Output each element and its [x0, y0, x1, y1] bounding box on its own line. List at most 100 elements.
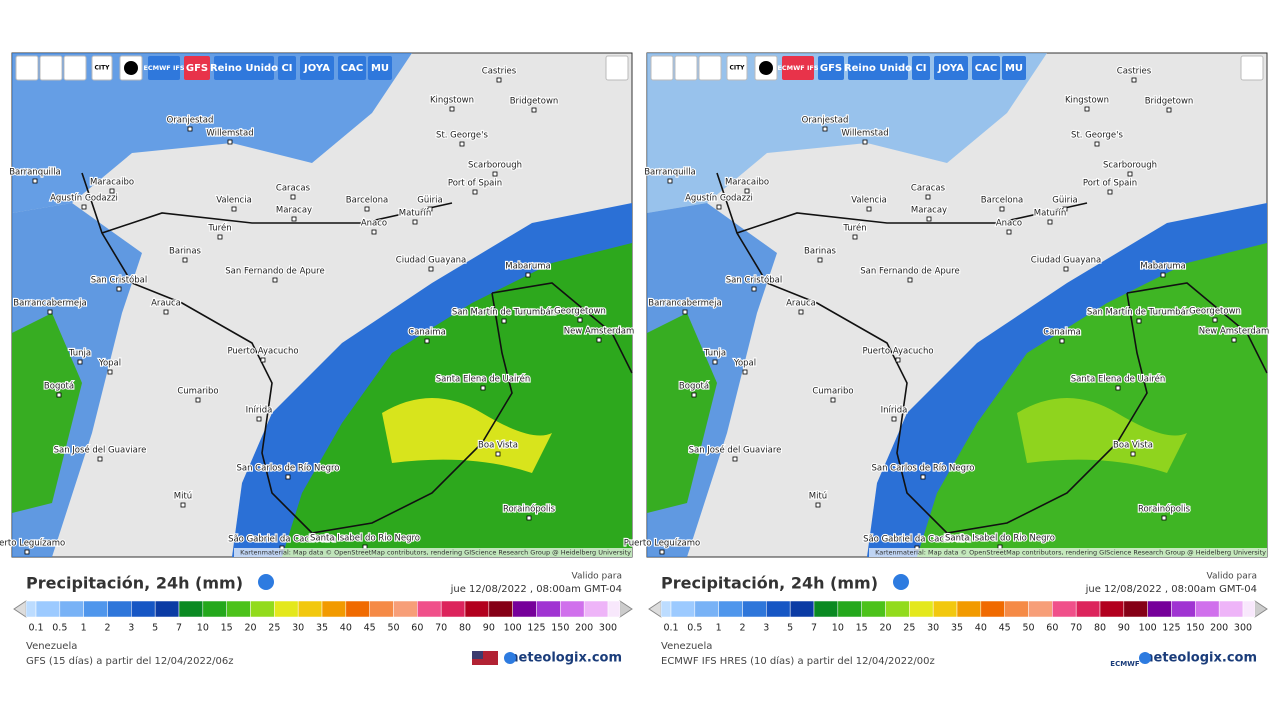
toolbar-button[interactable]	[818, 56, 844, 80]
city-label: Mitú	[174, 492, 192, 502]
city-label: San Carlos de Río Negro	[236, 464, 339, 474]
zoom-button[interactable]	[63, 55, 87, 81]
city-dot	[712, 359, 718, 365]
legend-swatch	[297, 600, 323, 618]
toolbar-button[interactable]	[300, 56, 334, 80]
city-label: Canaima	[1043, 328, 1081, 338]
toolbar-label[interactable]: CAC	[341, 63, 363, 74]
legend-label: 45	[364, 623, 376, 634]
city-label: San Martín de Turumbán	[452, 308, 556, 318]
toolbar-label[interactable]: GFS	[820, 63, 842, 74]
valid-label: Valido para	[572, 572, 623, 582]
city-label: Boa Vista	[478, 441, 518, 451]
toolbar-label[interactable]: ECMWF IFS	[143, 64, 184, 72]
legend-arrow-right	[1254, 600, 1268, 618]
legend-label: 80	[459, 623, 471, 634]
city-dot	[920, 474, 926, 480]
toolbar-label[interactable]: GFS	[186, 63, 208, 74]
city-dot	[24, 549, 30, 555]
city-dot	[926, 216, 932, 222]
city-label: Puerto Ayacucho	[862, 347, 933, 357]
city-label: Yopal	[733, 359, 756, 369]
location-button[interactable]	[674, 55, 698, 81]
model-run: ECMWF IFS HRES (10 días) a partir del 12…	[661, 655, 935, 667]
city-label: São Gabriel da Cachoeira	[228, 535, 336, 545]
toolbar-button[interactable]	[214, 56, 274, 80]
city-label: Barranquilla	[9, 168, 61, 178]
toolbar-label[interactable]: MU	[1005, 63, 1023, 74]
toolbar-button[interactable]	[782, 56, 814, 80]
location-button[interactable]	[39, 55, 63, 81]
legend-swatch	[1242, 600, 1256, 618]
legend-swatch	[417, 600, 442, 618]
toolbar-label[interactable]: CI	[281, 63, 292, 74]
toolbar-button[interactable]	[184, 56, 210, 80]
legend-label: 2	[104, 623, 110, 634]
toolbar-label[interactable]: MU	[371, 63, 389, 74]
city-dot	[732, 456, 738, 462]
city-label: Turén	[842, 223, 866, 234]
legend-swatch	[861, 600, 886, 618]
legend-swatch	[250, 600, 275, 618]
model-run: GFS (15 días) a partir del 12/04/2022/06…	[26, 655, 234, 667]
legend-swatch	[837, 600, 862, 618]
toolbar-button[interactable]	[368, 56, 392, 80]
toolbar-label[interactable]: Reino Unido	[210, 63, 278, 74]
refresh-button[interactable]	[15, 55, 39, 81]
toolbar-label[interactable]: ECMWF IFS	[777, 64, 818, 72]
toolbar-label[interactable]: CITY	[94, 65, 110, 72]
toolbar-label[interactable]: JOYA	[937, 63, 964, 74]
city-label: Inírida	[881, 406, 908, 416]
city-dot	[187, 126, 193, 132]
toolbar-label[interactable]: CI	[915, 63, 926, 74]
city-label: Maracay	[276, 206, 312, 216]
toolbar-label[interactable]: CITY	[729, 65, 745, 72]
toolbar-button[interactable]	[934, 56, 968, 80]
toolbar-button[interactable]	[912, 56, 930, 80]
city-label: Cumaribo	[812, 387, 853, 397]
share-button[interactable]	[605, 55, 629, 81]
toolbar-button[interactable]	[848, 56, 908, 80]
city-dot	[180, 502, 186, 508]
legend-swatch	[202, 600, 227, 618]
toolbar-button[interactable]	[972, 56, 1000, 80]
city-dot	[32, 178, 38, 184]
share-button[interactable]	[1240, 55, 1264, 81]
refresh-button[interactable]	[650, 55, 674, 81]
legend-label: 40	[340, 623, 352, 634]
city-label: Caracas	[276, 184, 311, 194]
info-icon[interactable]	[893, 574, 909, 590]
city-dot	[1130, 451, 1136, 457]
city-label: Maturín	[1034, 209, 1067, 219]
legend-swatch	[1123, 600, 1148, 618]
legend-swatch	[488, 600, 513, 618]
borders	[716, 172, 1268, 534]
brand: meteologix.com	[1140, 651, 1257, 666]
city-label: Arauca	[786, 299, 816, 309]
legend-label: 20	[879, 623, 891, 634]
city-dot	[116, 286, 122, 292]
legend-swatch	[83, 600, 108, 618]
zoom-button[interactable]	[698, 55, 722, 81]
legend-arrow-right	[619, 600, 633, 618]
region: Venezuela	[26, 641, 77, 652]
toolbar-label[interactable]: Reino Unido	[844, 63, 912, 74]
city-dot	[56, 392, 62, 398]
toolbar-button[interactable]	[1002, 56, 1026, 80]
toolbar-label[interactable]: JOYA	[303, 63, 330, 74]
attribution: Kartenmaterial: Map data © OpenStreetMap…	[240, 549, 631, 557]
info-icon[interactable]	[258, 574, 274, 590]
city-label: St. George's	[1071, 131, 1123, 141]
city-label: Anaco	[996, 219, 1022, 229]
toolbar-button[interactable]	[91, 55, 113, 81]
map-panel: CITY ECMWF IFS GFS Reino Unido CI JOYA CAC MU Ca…	[0, 52, 635, 558]
city-label: Barinas	[804, 247, 836, 257]
toolbar-button[interactable]	[338, 56, 366, 80]
toolbar-button[interactable]	[278, 56, 296, 80]
toolbar-button[interactable]	[148, 56, 180, 80]
city-label: Barrancabermeja	[13, 299, 86, 309]
city-dot	[1059, 338, 1065, 344]
legend-swatch	[536, 600, 561, 618]
toolbar-button[interactable]	[726, 55, 748, 81]
toolbar-label[interactable]: CAC	[975, 63, 997, 74]
